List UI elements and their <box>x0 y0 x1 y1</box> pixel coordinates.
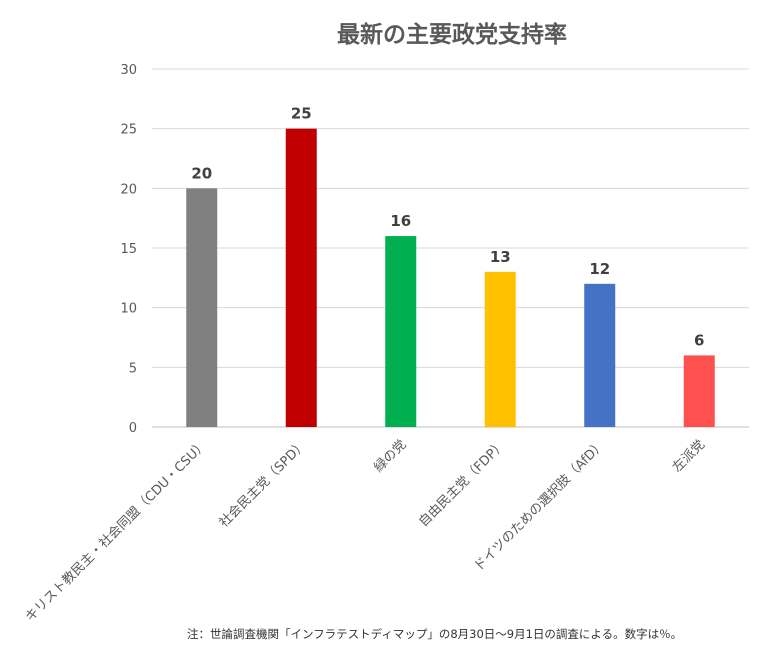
data-label: 16 <box>390 212 411 230</box>
x-tick-label: 自由民主党（FDP） <box>416 437 509 530</box>
bar <box>683 355 715 427</box>
data-label: 20 <box>191 164 212 182</box>
data-labels: 20 25 16 13 12 6 <box>191 105 704 350</box>
bars <box>186 128 715 427</box>
x-axis-ticks: キリスト教民主・社会同盟（CDU・CSU） 社会民主党（SPD） 緑の党 自由民主党（… <box>22 437 708 625</box>
y-tick-label: 25 <box>120 123 137 138</box>
x-tick-label: 左派党 <box>670 437 708 475</box>
footnote: 注：世論調査機関「インフラテストディマップ」の8月30日～9月1日の調査による。… <box>187 627 683 641</box>
data-label: 6 <box>694 331 704 349</box>
y-tick-label: 20 <box>120 182 137 197</box>
bar <box>186 188 218 427</box>
y-tick-label: 5 <box>129 361 137 376</box>
bar <box>385 236 417 427</box>
y-tick-label: 10 <box>120 302 137 317</box>
x-tick-label: 社会民主党（SPD） <box>216 437 310 531</box>
y-axis-ticks: 0 5 10 15 20 25 30 <box>120 63 137 436</box>
x-tick-label: キリスト教民主・社会同盟（CDU・CSU） <box>22 437 210 625</box>
chart-title: 最新の主要政党支持率 <box>337 21 567 48</box>
y-tick-label: 15 <box>120 242 137 257</box>
data-label: 25 <box>291 105 312 123</box>
y-tick-label: 0 <box>129 421 137 436</box>
x-tick-label: 緑の党 <box>371 437 409 475</box>
bar <box>484 271 516 427</box>
data-label: 12 <box>589 260 610 278</box>
bar <box>285 128 317 427</box>
bar <box>584 283 616 427</box>
data-label: 13 <box>490 248 511 266</box>
y-tick-label: 30 <box>120 63 137 78</box>
gridlines <box>152 68 749 428</box>
